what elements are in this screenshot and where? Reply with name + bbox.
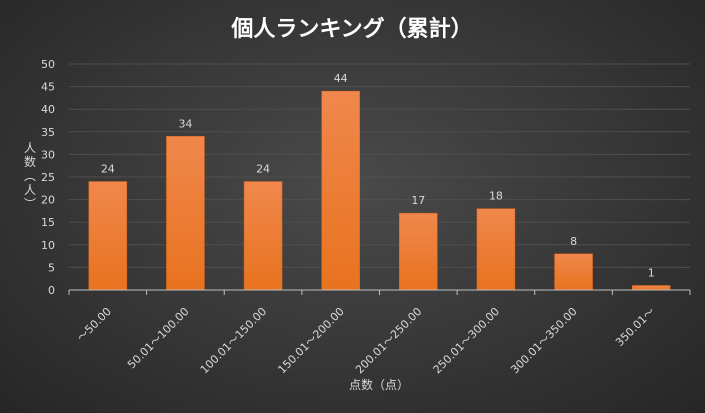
bars [88,90,671,291]
bar [476,208,516,291]
y-tick-label: 10 [41,239,55,252]
x-axis-label: 点数（点） [349,377,409,392]
data-labels: 24 34 24 44 17 18 8 1 [101,72,655,279]
data-label: 44 [334,72,348,85]
x-tick-label: 200.01～250.00 [353,305,424,376]
data-label: 1 [648,266,655,279]
y-tick-label: 5 [48,261,55,274]
y-tick-label: 45 [41,81,55,94]
bar [88,181,128,291]
x-tick-label: 50.01～100.00 [125,305,191,371]
bar [399,212,438,291]
y-axis-ticks: 0 5 10 15 20 25 30 35 40 45 50 [41,58,55,297]
data-label: 34 [178,117,192,130]
data-label: 24 [256,163,270,176]
x-tick-label: 150.01～200.00 [275,305,346,376]
data-label: 17 [411,194,425,207]
bar [321,90,360,291]
y-tick-label: 50 [41,58,55,71]
data-label: 18 [489,190,503,203]
chart-title: 個人ランキング（累計） [230,16,472,42]
x-tick-label: ～50.00 [75,305,114,344]
gridlines [69,63,690,268]
bar [554,253,593,291]
y-tick-label: 0 [48,284,55,297]
y-tick-label: 25 [41,171,55,184]
y-tick-label: 30 [41,148,55,161]
x-tick-label: 250.01～300.00 [431,305,502,376]
bar [166,136,205,291]
y-axis-label: 人数︵人︶ [24,141,36,211]
x-tick-label: 100.01～150.00 [198,305,269,376]
y-tick-label: 35 [41,126,55,139]
bar [631,285,671,291]
x-tick-label: 350.01～ [613,305,657,349]
data-label: 24 [101,163,115,176]
y-tick-label: 15 [41,216,55,229]
data-label: 8 [570,235,577,248]
x-axis-ticks: ～50.00 50.01～100.00 100.01～150.00 150.01～20… [68,290,691,376]
x-tick-label: 300.01～350.00 [508,305,579,376]
y-tick-label: 40 [41,103,55,116]
y-tick-label: 20 [41,194,55,207]
bar [243,181,283,291]
